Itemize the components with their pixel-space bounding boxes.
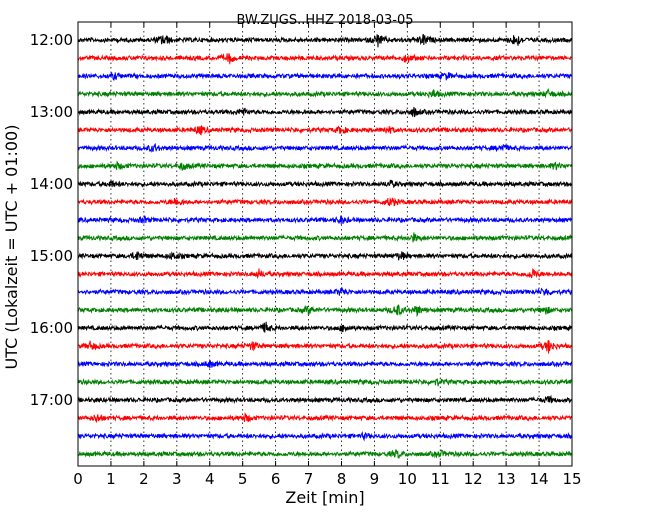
trace-line: [77, 88, 573, 99]
y-tick-label: 14:00: [30, 175, 73, 193]
plot-frame: [77, 21, 573, 467]
grid-lines: [110, 22, 540, 466]
trace-line: [77, 431, 573, 442]
trace-line: [77, 251, 573, 261]
x-axis: 0 1 2 3 4 5 6 7 8 9 10 11 12 13 14 15: [73, 22, 582, 488]
x-tick-label: 13: [497, 470, 516, 488]
trace-line: [77, 179, 573, 189]
x-tick-label: 5: [238, 470, 248, 488]
y-tick-label: 17:00: [30, 391, 73, 409]
x-tick-label: 8: [337, 470, 347, 488]
trace-line: [77, 286, 573, 297]
x-tick-label: 15: [562, 470, 581, 488]
y-axis: 12:00 13:00 14:00 15:00 16:00 17:00: [30, 31, 572, 409]
trace-line: [77, 106, 573, 118]
trace-line: [77, 377, 573, 387]
trace-line: [77, 412, 573, 424]
x-tick-label: 10: [398, 470, 417, 488]
x-tick-label: 2: [139, 470, 149, 488]
x-tick-label: 1: [106, 470, 116, 488]
trace-line: [77, 232, 573, 243]
y-tick-label: 16:00: [30, 319, 73, 337]
x-tick-label: 9: [370, 470, 380, 488]
y-tick-label: 12:00: [30, 31, 73, 49]
trace-line: [77, 160, 573, 171]
x-axis-label: Zeit [min]: [285, 488, 364, 507]
chart-title: BW.ZUGS..HHZ 2018-03-05: [236, 13, 413, 28]
x-tick-label: 12: [464, 470, 483, 488]
x-tick-label: 4: [205, 470, 215, 488]
trace-line: [77, 304, 573, 318]
trace-line: [77, 125, 573, 136]
trace-line: [77, 394, 573, 405]
x-tick-label: 0: [73, 470, 83, 488]
trace-line: [77, 33, 573, 48]
trace-line: [77, 321, 573, 333]
x-tick-label: 6: [271, 470, 281, 488]
trace-line: [77, 267, 573, 280]
trace-line: [77, 359, 573, 369]
trace-line: [77, 196, 573, 207]
x-tick-label: 11: [431, 470, 450, 488]
trace-line: [77, 142, 573, 153]
x-tick-label: 3: [172, 470, 182, 488]
trace-group: [77, 33, 573, 460]
x-tick-label: 7: [304, 470, 314, 488]
trace-line: [77, 448, 573, 460]
y-tick-label: 15:00: [30, 247, 73, 265]
trace-line: [77, 340, 573, 354]
trace-line: [77, 71, 573, 81]
x-tick-label: 14: [530, 470, 549, 488]
trace-line: [77, 53, 573, 65]
y-tick-label: 13:00: [30, 103, 73, 121]
trace-line: [77, 215, 573, 225]
y-axis-label: UTC (Lokalzeit = UTC + 01:00): [2, 125, 21, 370]
